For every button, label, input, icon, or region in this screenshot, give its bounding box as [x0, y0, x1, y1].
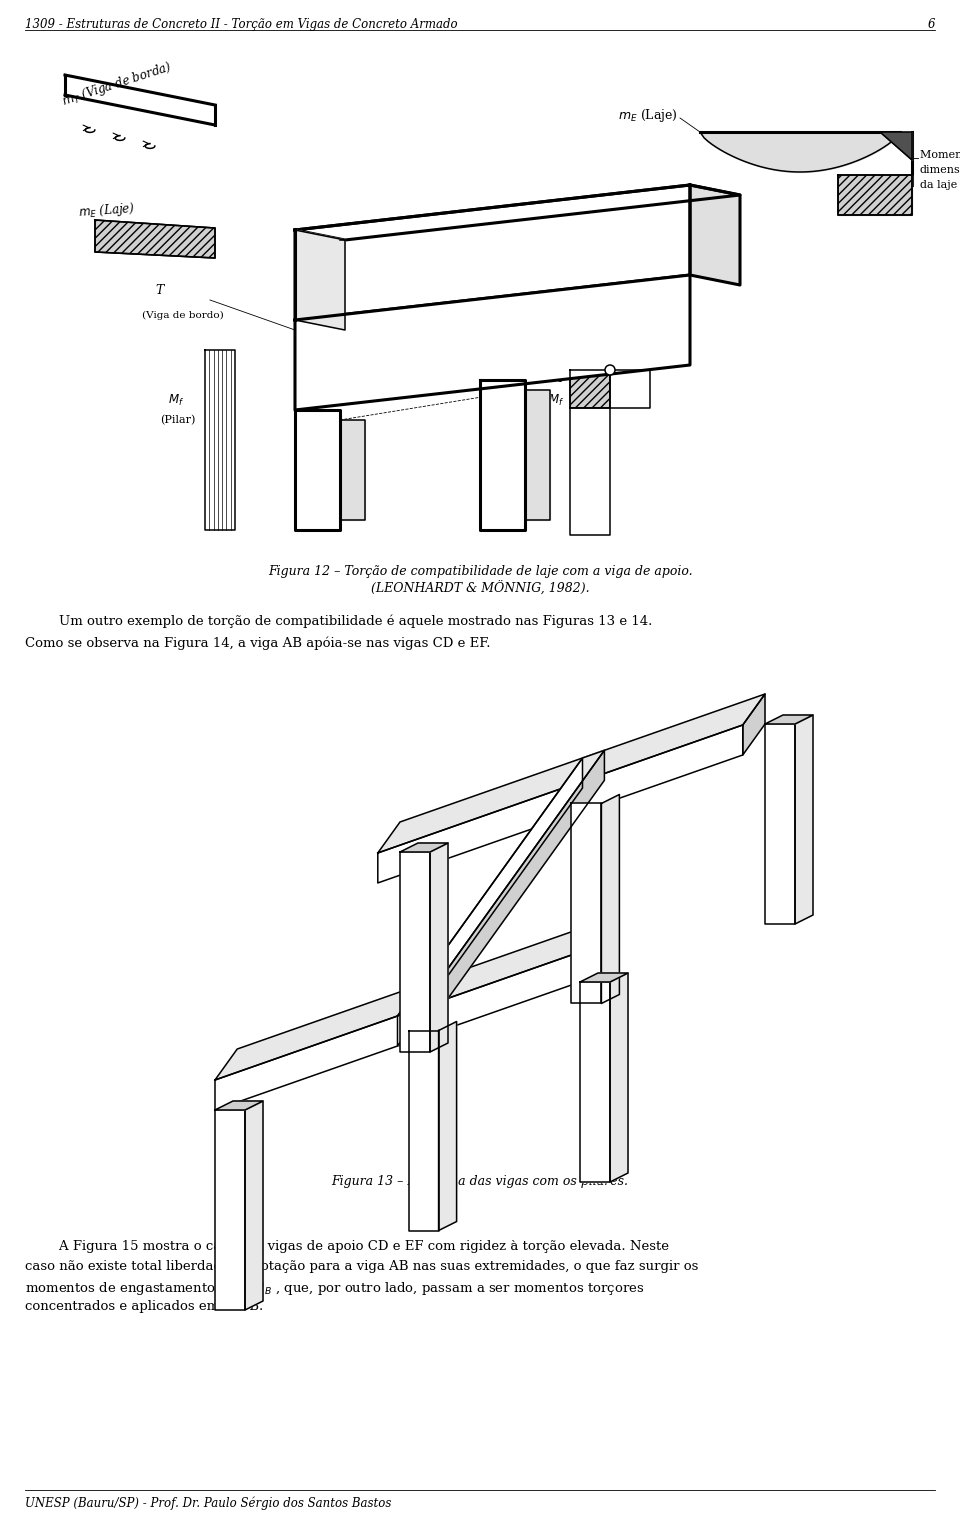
- Polygon shape: [571, 803, 601, 1003]
- Polygon shape: [765, 724, 795, 924]
- Text: $m_E$ (Laje): $m_E$ (Laje): [618, 106, 678, 124]
- Polygon shape: [295, 185, 690, 320]
- Text: T: T: [155, 283, 163, 297]
- Polygon shape: [397, 758, 583, 1045]
- Polygon shape: [409, 1030, 439, 1230]
- Polygon shape: [215, 1110, 245, 1310]
- Text: (Pilar): (Pilar): [160, 415, 196, 426]
- Polygon shape: [95, 220, 215, 258]
- Text: concentrados e aplicados em A e B.: concentrados e aplicados em A e B.: [25, 1300, 263, 1314]
- Polygon shape: [795, 715, 813, 924]
- Polygon shape: [215, 1101, 263, 1110]
- Polygon shape: [525, 389, 550, 520]
- Text: da laje: da laje: [920, 180, 957, 189]
- Polygon shape: [295, 411, 340, 530]
- Polygon shape: [439, 1021, 457, 1230]
- Polygon shape: [430, 842, 448, 1051]
- Text: Figura 12 – Torção de compatibilidade de laje com a viga de apoio.: Figura 12 – Torção de compatibilidade de…: [268, 565, 692, 579]
- Polygon shape: [570, 408, 610, 535]
- Polygon shape: [580, 973, 628, 982]
- Polygon shape: [397, 750, 605, 1017]
- Polygon shape: [580, 921, 602, 982]
- Polygon shape: [205, 350, 235, 530]
- Polygon shape: [215, 951, 580, 1110]
- Circle shape: [605, 365, 615, 376]
- Text: Momento de: Momento de: [920, 150, 960, 161]
- Text: 1309 - Estruturas de Concreto II - Torção em Vigas de Concreto Armado: 1309 - Estruturas de Concreto II - Torçã…: [25, 18, 458, 30]
- Polygon shape: [400, 842, 448, 851]
- Polygon shape: [420, 750, 605, 1038]
- Text: $m_E$ (Laje): $m_E$ (Laje): [78, 200, 135, 221]
- Polygon shape: [400, 851, 430, 1051]
- Polygon shape: [580, 982, 610, 1182]
- Polygon shape: [295, 230, 345, 330]
- Polygon shape: [340, 420, 365, 520]
- Text: $M_f$: $M_f$: [548, 392, 564, 408]
- Polygon shape: [610, 370, 650, 408]
- Polygon shape: [245, 1101, 263, 1310]
- Polygon shape: [295, 185, 740, 239]
- Text: $m_T$ (Viga de borda): $m_T$ (Viga de borda): [60, 58, 175, 109]
- Text: Um outro exemplo de torção de compatibilidade é aquele mostrado nas Figuras 13 e: Um outro exemplo de torção de compatibil…: [25, 615, 653, 629]
- Text: UNESP (Bauru/SP) - Prof. Dr. Paulo Sérgio dos Santos Bastos: UNESP (Bauru/SP) - Prof. Dr. Paulo Sérgi…: [25, 1497, 392, 1510]
- Polygon shape: [570, 370, 610, 408]
- Polygon shape: [95, 220, 215, 258]
- Text: T: T: [556, 371, 564, 385]
- Text: 6: 6: [927, 18, 935, 30]
- Polygon shape: [838, 176, 912, 215]
- Text: (LEONHARDT & MÖNNIG, 1982).: (LEONHARDT & MÖNNIG, 1982).: [371, 582, 589, 597]
- Polygon shape: [295, 276, 690, 411]
- Polygon shape: [765, 715, 813, 724]
- Polygon shape: [378, 694, 765, 853]
- Text: (Laje): (Laje): [650, 245, 686, 259]
- Polygon shape: [480, 380, 525, 530]
- Polygon shape: [690, 185, 740, 285]
- Polygon shape: [378, 726, 743, 883]
- Text: Como se observa na Figura 14, a viga AB apóia-se nas vigas CD e EF.: Como se observa na Figura 14, a viga AB …: [25, 636, 491, 650]
- Text: A Figura 15 mostra o caso das vigas de apoio CD e EF com rigidez à torção elevad: A Figura 15 mostra o caso das vigas de a…: [25, 1239, 669, 1253]
- Text: caso não existe total liberdade de rotação para a viga AB nas suas extremidades,: caso não existe total liberdade de rotaç…: [25, 1260, 698, 1273]
- Text: momentos de engastamento $M_A$ e $M_B$ , que, por outro lado, passam a ser momen: momentos de engastamento $M_A$ e $M_B$ ,…: [25, 1280, 644, 1297]
- Text: $M_f$: $M_f$: [168, 392, 184, 408]
- Text: $m_T = m_E$ (Laje): $m_T = m_E$ (Laje): [565, 332, 659, 348]
- Polygon shape: [743, 694, 765, 754]
- Polygon shape: [610, 973, 628, 1182]
- Polygon shape: [570, 370, 610, 408]
- Text: Figura 13 – Esquema das vigas com os pilares.: Figura 13 – Esquema das vigas com os pil…: [331, 1176, 629, 1188]
- Text: dimensionamento: dimensionamento: [920, 165, 960, 176]
- Polygon shape: [601, 794, 619, 1003]
- Text: (Viga de bordo): (Viga de bordo): [142, 311, 224, 320]
- Polygon shape: [880, 132, 912, 161]
- Polygon shape: [838, 176, 912, 215]
- Polygon shape: [215, 921, 602, 1080]
